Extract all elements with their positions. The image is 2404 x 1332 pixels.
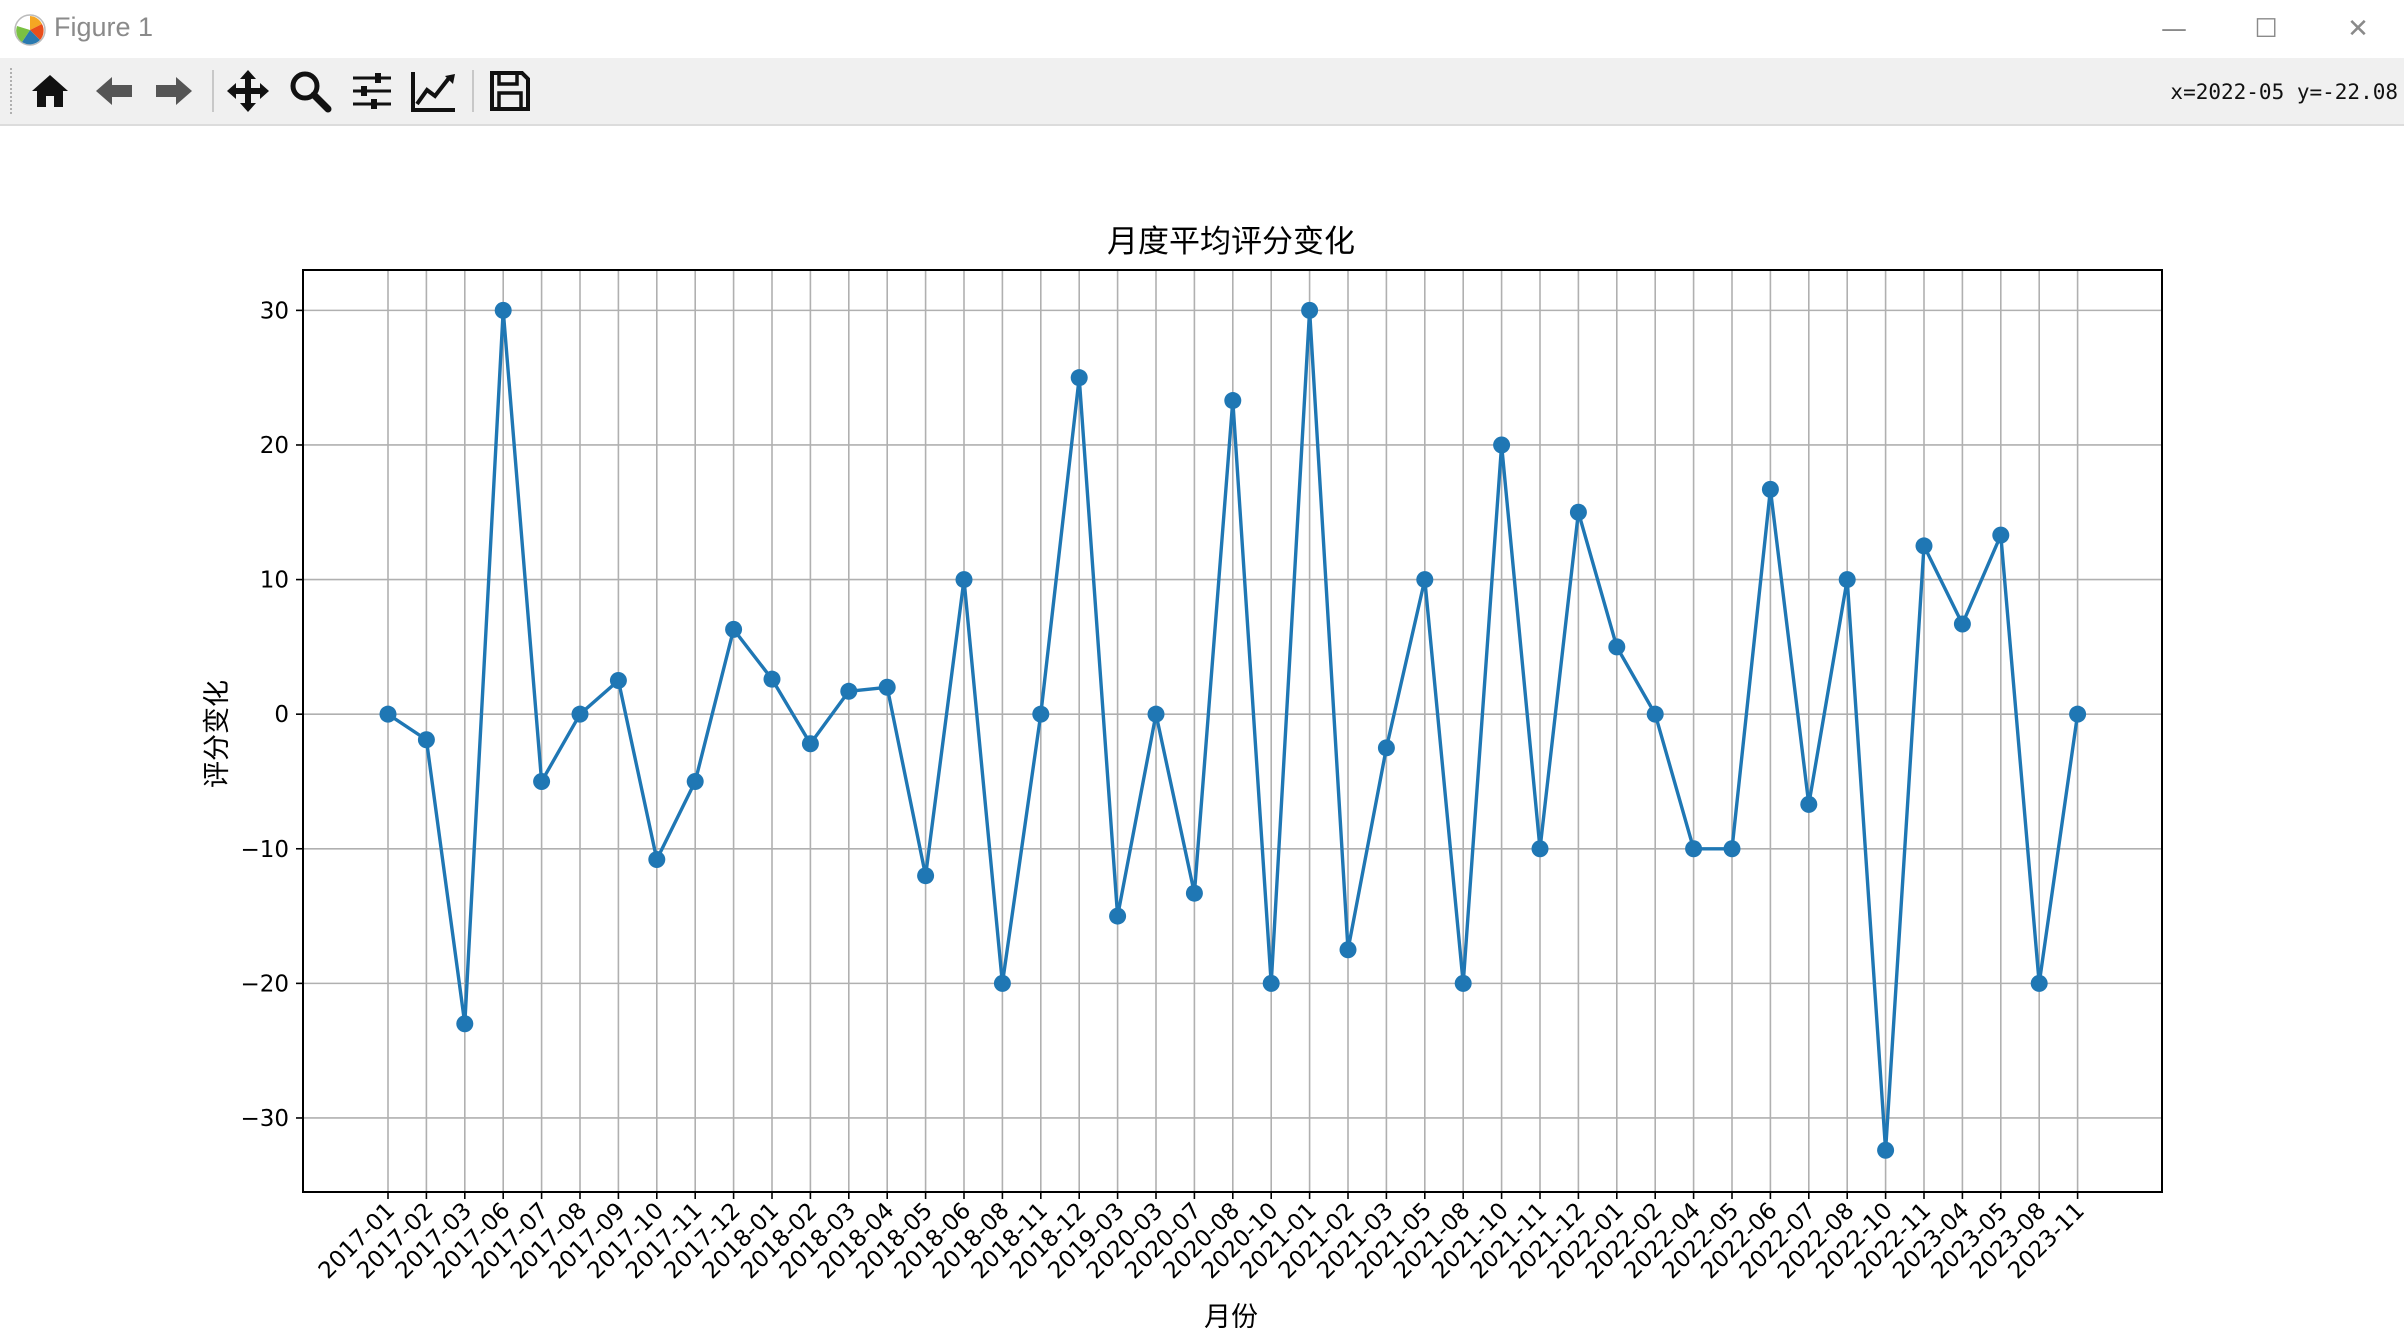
y-tick-label: −20 <box>240 971 289 997</box>
y-tick-label: 10 <box>260 568 289 594</box>
data-point <box>1800 795 1818 813</box>
data-point <box>1992 526 2010 544</box>
points-layer <box>379 301 2087 1159</box>
data-point <box>494 301 512 319</box>
grid-layer <box>303 270 2162 1192</box>
data-point <box>2069 705 2087 723</box>
title-bar: Figure 1 — ☐ ✕ <box>0 0 2404 58</box>
data-point <box>1224 392 1242 410</box>
back-arrow-icon <box>96 77 132 105</box>
data-point <box>1646 705 1664 723</box>
toolbar-grip <box>10 68 15 114</box>
cursor-coordinates: x=2022-05 y=-22.08 <box>2170 80 2398 104</box>
data-point <box>1377 739 1395 757</box>
plot-frame <box>302 269 2163 1193</box>
forward-arrow-icon <box>156 77 192 105</box>
window-controls: — ☐ ✕ <box>2128 0 2404 58</box>
y-tick-label: 30 <box>260 298 289 324</box>
configure-subplots-button[interactable] <box>346 66 398 116</box>
y-tick-label: 20 <box>260 433 289 459</box>
toolbar-separator <box>472 70 474 112</box>
data-point <box>725 620 743 638</box>
data-point <box>1032 705 1050 723</box>
save-icon <box>490 71 530 111</box>
data-point <box>1109 907 1127 925</box>
data-point <box>1838 571 1856 589</box>
data-point <box>648 851 666 869</box>
axes-layer <box>296 269 2163 1199</box>
zoom-button[interactable] <box>284 66 336 116</box>
data-point <box>1416 571 1434 589</box>
edit-axis-icon <box>411 72 455 112</box>
toolbar-separator <box>212 70 214 112</box>
data-point <box>571 705 589 723</box>
edit-axis-button[interactable] <box>408 66 460 116</box>
y-tick-label: −10 <box>240 837 289 863</box>
data-point <box>1301 301 1319 319</box>
x-tick-labels: 2017-012017-022017-032017-062017-072017-… <box>314 1198 2090 1284</box>
save-button[interactable] <box>484 66 536 116</box>
data-point <box>1877 1141 1895 1159</box>
data-point <box>1608 638 1626 656</box>
data-point <box>1185 884 1203 902</box>
forward-button[interactable] <box>148 66 200 116</box>
data-point <box>609 672 627 690</box>
data-point <box>993 974 1011 992</box>
data-point <box>1531 840 1549 858</box>
y-tick-label: −30 <box>240 1106 289 1132</box>
back-button[interactable] <box>88 66 140 116</box>
minimize-button[interactable]: — <box>2128 0 2220 58</box>
data-point <box>1070 369 1088 387</box>
data-point <box>1147 705 1165 723</box>
y-tick-label: 0 <box>274 702 289 728</box>
figure-canvas[interactable]: 月度平均评分变化 评分变化 月份 −30 −20 −10 0 10 20 30 2017-0… <box>0 126 2404 1332</box>
close-button[interactable]: ✕ <box>2312 0 2404 58</box>
y-tick-labels: −30 −20 −10 0 10 20 30 <box>240 298 289 1132</box>
data-point <box>1953 615 1971 633</box>
chart-title: 月度平均评分变化 <box>1107 224 1355 260</box>
data-point <box>1454 974 1472 992</box>
data-point <box>878 678 896 696</box>
data-point <box>1493 436 1511 454</box>
data-point <box>763 670 781 688</box>
maximize-button[interactable]: ☐ <box>2220 0 2312 58</box>
data-point <box>1685 840 1703 858</box>
navigation-toolbar <box>0 58 2404 126</box>
data-point <box>955 571 973 589</box>
minimize-icon: — <box>2161 14 2187 44</box>
data-point <box>801 735 819 753</box>
data-point <box>1339 941 1357 959</box>
maximize-icon: ☐ <box>2254 14 2278 44</box>
data-point <box>417 731 435 749</box>
configure-subplots-icon <box>353 73 391 109</box>
data-point <box>917 867 935 885</box>
data-point <box>2030 974 2048 992</box>
x-axis-label: 月份 <box>1204 1302 1258 1328</box>
data-point <box>1761 480 1779 498</box>
line-chart: 月度平均评分变化 评分变化 月份 −30 −20 −10 0 10 20 30 2017-0… <box>202 224 2163 1332</box>
home-button[interactable] <box>24 66 76 116</box>
data-point <box>379 705 397 723</box>
pan-button[interactable] <box>222 66 274 116</box>
data-point <box>1723 840 1741 858</box>
y-axis-label: 评分变化 <box>202 680 233 788</box>
data-point <box>533 772 551 790</box>
data-point <box>456 1015 474 1033</box>
home-icon <box>32 75 68 107</box>
close-icon: ✕ <box>2347 14 2369 44</box>
matplotlib-logo-icon <box>14 14 46 46</box>
data-point <box>1569 503 1587 521</box>
data-point <box>686 772 704 790</box>
data-point <box>1262 974 1280 992</box>
window-title: Figure 1 <box>54 12 154 42</box>
data-point <box>840 682 858 700</box>
data-point <box>1915 537 1933 555</box>
pan-icon <box>227 70 269 112</box>
zoom-icon <box>290 71 332 113</box>
